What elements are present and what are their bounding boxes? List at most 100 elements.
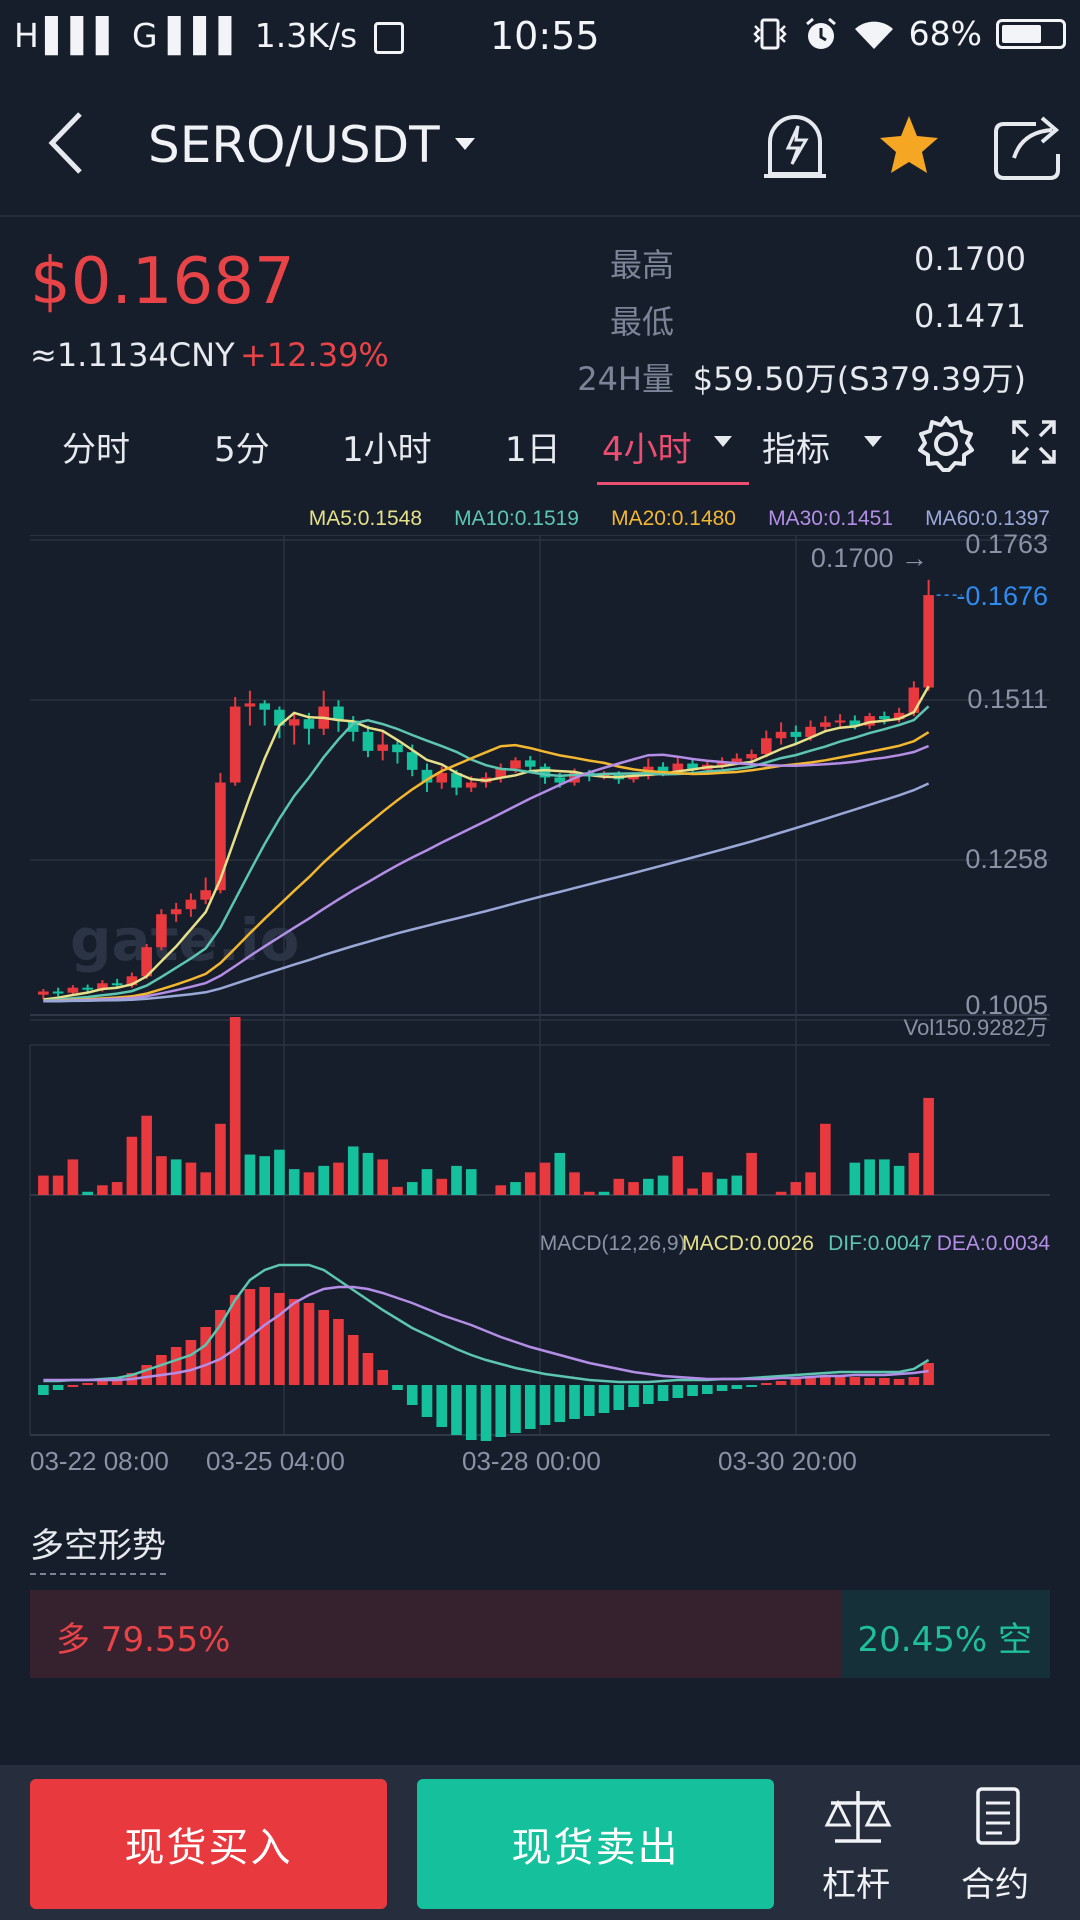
- volume-bar: [820, 1123, 831, 1195]
- volume-bar: [347, 1146, 359, 1195]
- macd-histogram-bar: [731, 1385, 743, 1389]
- candle-body: [111, 983, 123, 986]
- margin-label[interactable]: 杠杆: [822, 1865, 890, 1905]
- candle-body: [274, 709, 285, 726]
- long-short-title: 多空形势: [30, 1518, 166, 1575]
- candle-body: [672, 763, 684, 772]
- network-status: H ▌▌▌ G ▌▌▌ 1.3K/s: [14, 16, 404, 55]
- candle-body: [303, 719, 315, 729]
- clock: 10:55: [490, 14, 600, 58]
- macd-histogram-bar: [318, 1310, 330, 1385]
- macd-histogram-bar: [406, 1385, 418, 1405]
- favorite-star-icon[interactable]: [870, 106, 948, 184]
- pair-selector[interactable]: SERO/USDT: [148, 116, 440, 174]
- tab-1hour[interactable]: 1小时: [342, 430, 432, 470]
- volume-bar: [569, 1172, 580, 1195]
- macd-histogram-bar: [156, 1355, 167, 1385]
- stat-volume-label: 24H量: [577, 360, 674, 398]
- volume-bar: [303, 1172, 315, 1195]
- candle-body: [923, 595, 934, 688]
- volume-bar: [510, 1182, 521, 1195]
- candle-body: [731, 758, 743, 763]
- macd-histogram-bar: [421, 1385, 433, 1417]
- spot-buy-button[interactable]: 现货买入: [30, 1779, 387, 1909]
- vibrate-icon: [752, 18, 787, 49]
- alarm-icon: [805, 17, 836, 49]
- candle-body: [170, 909, 182, 915]
- macd-histogram-bar: [38, 1385, 49, 1395]
- candle-body: [775, 731, 787, 739]
- kline-chart[interactable]: gate.io MA60:0.1397MA30:0.1451MA20:0.148…: [0, 495, 1080, 1485]
- volume-bar: [451, 1165, 462, 1195]
- tab-time-share[interactable]: 分时: [62, 430, 130, 470]
- candle-body: [879, 716, 890, 720]
- macd-histogram-bar: [790, 1379, 802, 1385]
- volume-label: Vol150.9282万: [904, 1015, 1048, 1040]
- macd-histogram-bar: [598, 1385, 610, 1413]
- macd-histogram-bar: [613, 1385, 625, 1410]
- candle-body: [628, 776, 639, 780]
- ma-legend-item: MA5:0.1548: [309, 507, 422, 530]
- screen-record-icon: [373, 21, 404, 54]
- candle-body: [156, 914, 167, 948]
- candle-body: [716, 762, 728, 765]
- volume-bar: [229, 1017, 241, 1195]
- indicators-caret-icon[interactable]: [864, 436, 882, 447]
- contract-label[interactable]: 合约: [961, 1865, 1029, 1905]
- volume-bar: [702, 1172, 713, 1195]
- volume-bar: [215, 1123, 226, 1195]
- volume-bar: [170, 1159, 182, 1195]
- volume-bar: [864, 1159, 875, 1195]
- macd-histogram-bar: [495, 1385, 507, 1437]
- candle-body: [185, 899, 197, 910]
- stat-low-value: 0.1471: [914, 297, 1026, 335]
- volume-bar: [790, 1182, 802, 1195]
- tab-indicators[interactable]: 指标: [762, 430, 830, 470]
- volume-bar: [465, 1169, 477, 1195]
- tab-5min[interactable]: 5分: [214, 430, 270, 470]
- x-axis-label: 03-22 08:00: [30, 1446, 169, 1476]
- alert-bell-icon[interactable]: [756, 106, 834, 184]
- pair-dropdown-caret-icon[interactable]: [455, 138, 475, 150]
- macd-legend-item: MACD(12,26,9): [540, 1232, 686, 1255]
- volume-bar: [539, 1162, 551, 1195]
- macd-histogram-bar: [259, 1287, 270, 1385]
- macd-histogram-bar: [377, 1370, 389, 1385]
- candle-body: [746, 754, 757, 759]
- margin-scale-icon[interactable]: [823, 1787, 893, 1847]
- volume-bar: [126, 1136, 138, 1195]
- candle-body: [333, 706, 344, 721]
- fullscreen-icon[interactable]: [1010, 418, 1058, 466]
- back-icon[interactable]: [42, 108, 92, 178]
- spot-sell-button[interactable]: 现货卖出: [417, 1779, 774, 1909]
- tab-4hour[interactable]: 4小时: [602, 430, 692, 470]
- settings-gear-icon[interactable]: [916, 414, 976, 474]
- macd-histogram-bar: [539, 1385, 551, 1425]
- volume-bar: [923, 1097, 934, 1195]
- ma5-line: [43, 685, 930, 1001]
- tab-1day[interactable]: 1日: [505, 430, 561, 470]
- macd-histogram-bar: [392, 1385, 403, 1390]
- candle-body: [761, 738, 772, 755]
- ma-legend-item: MA60:0.1397: [925, 507, 1050, 530]
- volume-bar: [805, 1172, 816, 1195]
- share-icon[interactable]: [988, 106, 1066, 184]
- candle-body: [510, 760, 521, 769]
- volume-bar: [554, 1152, 566, 1195]
- candle-body: [805, 726, 816, 737]
- battery-percent: 68%: [908, 14, 982, 53]
- last-price-label: -0.1676: [956, 581, 1048, 611]
- x-axis-label: 03-25 04:00: [206, 1446, 345, 1476]
- macd-histogram-bar: [569, 1385, 580, 1419]
- contract-document-icon[interactable]: [962, 1787, 1032, 1847]
- tab-4hour-caret-icon[interactable]: [714, 436, 732, 447]
- candle-body: [244, 703, 256, 707]
- macd-histogram-bar: [657, 1385, 669, 1401]
- volume-bar: [392, 1186, 403, 1195]
- volume-bar: [52, 1175, 64, 1195]
- volume-bar: [893, 1165, 905, 1195]
- candle-body: [849, 720, 861, 726]
- status-bar: H ▌▌▌ G ▌▌▌ 1.3K/s 10:55 68%: [0, 0, 1080, 78]
- volume-bar: [259, 1156, 270, 1195]
- candle-body: [97, 983, 108, 990]
